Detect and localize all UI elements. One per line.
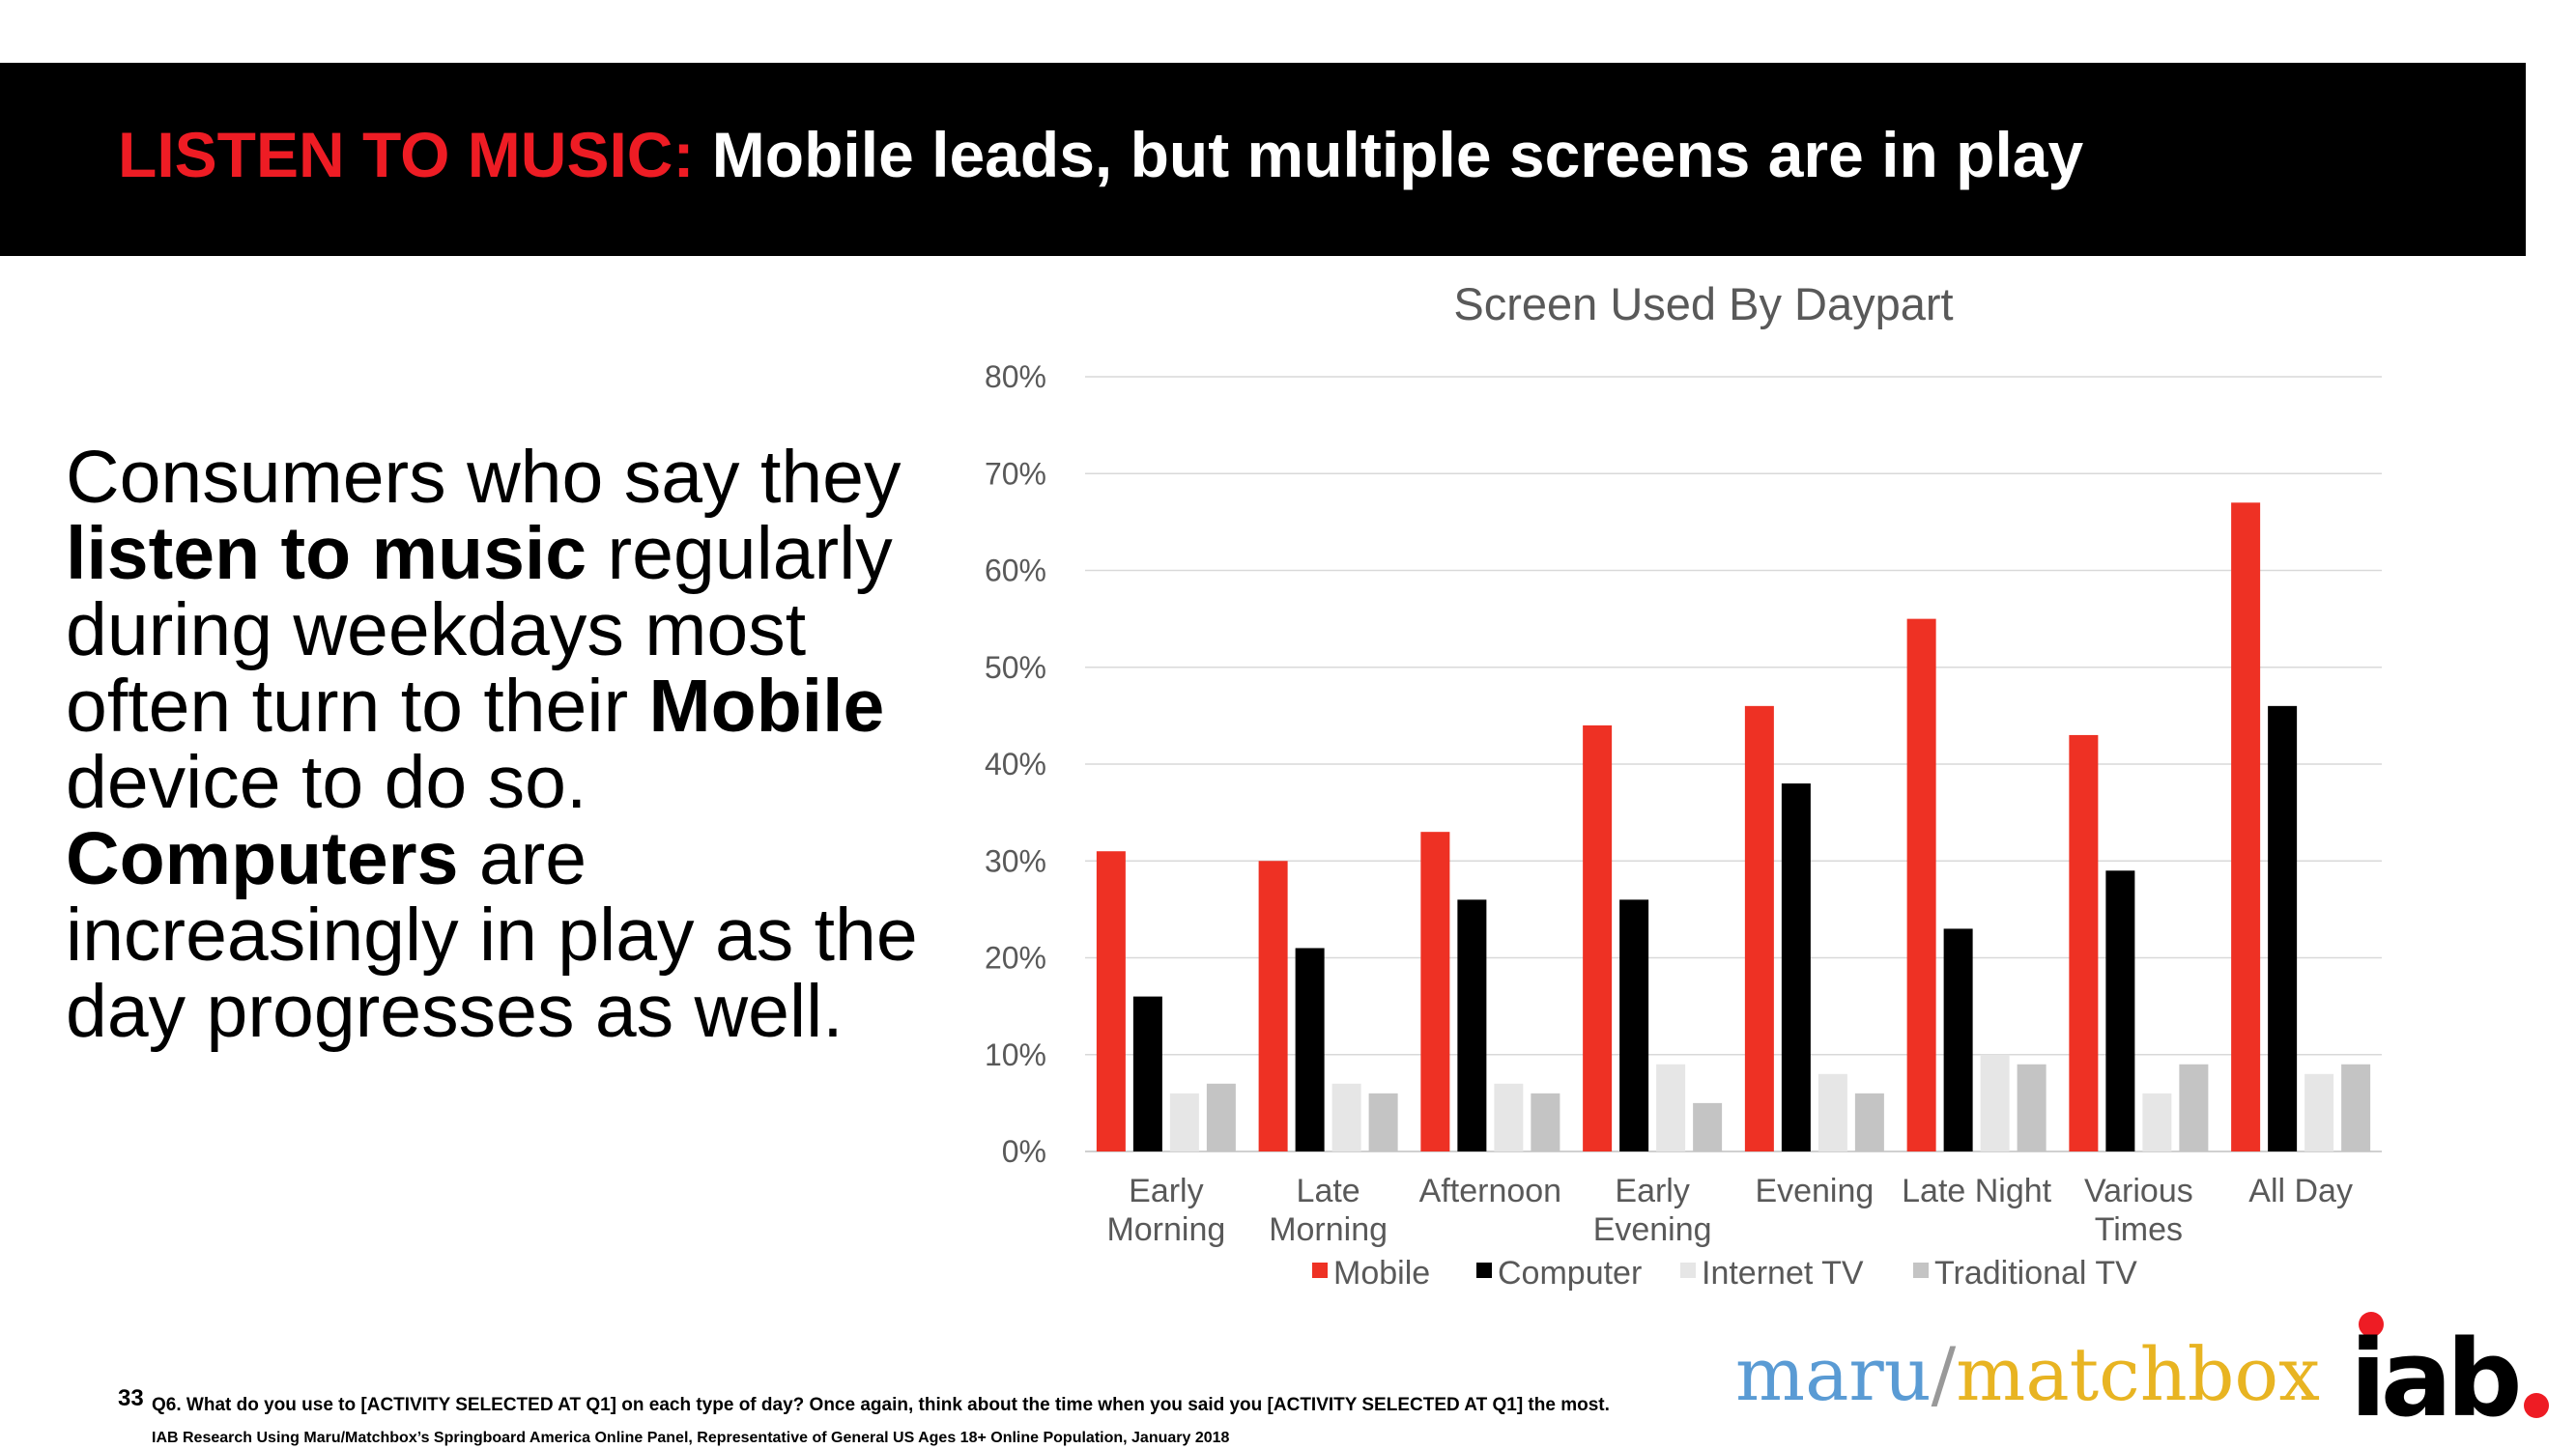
maru-logo-text: maru — [1735, 1331, 1932, 1417]
legend-label: Mobile — [1333, 1255, 1430, 1292]
x-tick-label-line: Late Night — [1902, 1173, 2052, 1209]
bar — [2231, 502, 2261, 1151]
x-tick-label-line: Times — [2095, 1211, 2183, 1248]
bar — [1295, 948, 1325, 1151]
x-tick-label: Afternoon — [1419, 1173, 1561, 1209]
bar — [1656, 1064, 1686, 1151]
footnote-source: IAB Research Using Maru/Matchbox’s Sprin… — [152, 1430, 1230, 1446]
bar — [1818, 1073, 1847, 1151]
bar — [1583, 724, 1613, 1151]
x-tick-label-line: Afternoon — [1419, 1173, 1561, 1209]
legend-label: Internet TV — [1702, 1255, 1864, 1292]
bar — [1744, 705, 1774, 1151]
legend-label: Computer — [1498, 1255, 1642, 1292]
iab-logo-text: iab — [2350, 1317, 2518, 1425]
bar — [1169, 1093, 1199, 1151]
page-number: 33 — [118, 1385, 144, 1411]
x-tick-label: Various Times — [2084, 1173, 2193, 1248]
bar — [1619, 899, 1649, 1151]
iab-logo-dot — [2524, 1393, 2549, 1418]
bar — [2017, 1064, 2046, 1151]
x-tick-label-line: Evening — [1755, 1173, 1874, 1209]
x-tick-label: Early Morning — [1106, 1173, 1225, 1248]
bar-chart: Screen Used By Daypart 0% 10% 20% 30% 40% 50%… — [985, 278, 2382, 1292]
page-title-text: Mobile leads, but multiple screens are i… — [711, 119, 2084, 190]
y-tick-label: 80% — [985, 359, 1046, 394]
legend-swatch — [1913, 1263, 1929, 1278]
x-tick-label-line: Morning — [1269, 1211, 1388, 1248]
bar — [2341, 1064, 2371, 1151]
bar — [1206, 1083, 1236, 1151]
legend-swatch — [1476, 1263, 1492, 1278]
bar — [1331, 1083, 1361, 1151]
y-tick-label: 30% — [985, 843, 1046, 878]
x-tick-label-line: All Day — [2248, 1173, 2353, 1209]
bar — [1943, 928, 1973, 1151]
body-text-bold-mobile: Mobile — [648, 665, 885, 748]
x-tick-label: All Day — [2248, 1173, 2353, 1209]
x-tick-label: Evening — [1755, 1173, 1874, 1209]
bar — [1368, 1093, 1398, 1151]
bar — [1457, 899, 1487, 1151]
y-tick-label: 40% — [985, 747, 1046, 781]
bar — [1781, 783, 1811, 1151]
x-tick-label-line: Morning — [1106, 1211, 1225, 1248]
body-text-bold-computers: Computers — [66, 817, 459, 900]
bar — [1980, 1054, 2010, 1151]
bar — [2304, 1073, 2334, 1151]
bar — [1854, 1093, 1884, 1151]
bar — [1906, 618, 1936, 1151]
matchbox-logo-text: matchbox — [1956, 1331, 2320, 1417]
x-tick-label-line: Early — [1615, 1173, 1689, 1209]
page-title-highlight: LISTEN TO MUSIC: — [118, 119, 695, 190]
y-tick-label: 10% — [985, 1037, 1046, 1072]
body-text-part-3: device to do so. — [66, 741, 587, 824]
bar — [1420, 832, 1450, 1151]
legend-swatch — [1312, 1263, 1328, 1278]
iab-logo: iab — [2350, 1312, 2549, 1425]
maru-logo-slash: / — [1931, 1331, 1957, 1417]
body-text-part-1: Consumers who say they — [66, 436, 902, 519]
maru-matchbox-logo: maru/matchbox — [1735, 1338, 2320, 1411]
bar — [2069, 734, 2099, 1151]
x-tick-label-line: Late — [1297, 1173, 1360, 1209]
bar — [2179, 1064, 2209, 1151]
bar — [1693, 1102, 1723, 1151]
x-tick-label-line: Evening — [1593, 1211, 1712, 1248]
body-paragraph: Consumers who say they listen to music r… — [66, 440, 964, 1050]
y-tick-label: 60% — [985, 554, 1046, 588]
body-text-part-4: are increasingly in play as the day prog… — [66, 817, 918, 1053]
body-text-bold-listen: listen to music — [66, 512, 587, 595]
page-title: LISTEN TO MUSIC: Mobile leads, but multi… — [118, 123, 2083, 186]
y-tick-label: 20% — [985, 941, 1046, 976]
header-banner: LISTEN TO MUSIC: Mobile leads, but multi… — [0, 63, 2526, 256]
x-tick-label: Late Night — [1902, 1173, 2052, 1209]
footnote-question: Q6. What do you use to [ACTIVITY SELECTE… — [152, 1395, 1610, 1415]
y-tick-label: 50% — [985, 650, 1046, 685]
bar — [1132, 996, 1162, 1151]
bar — [2142, 1093, 2172, 1151]
body-text-part-2: regularly during weekdays most often tur… — [66, 512, 893, 748]
y-tick-label: 0% — [1002, 1134, 1046, 1169]
x-tick-label-line: Various — [2084, 1173, 2193, 1209]
bar — [2105, 870, 2135, 1151]
legend-label: Traditional TV — [1934, 1255, 2137, 1292]
bar — [1096, 851, 1126, 1151]
chart-title: Screen Used By Daypart — [1453, 278, 1953, 329]
x-tick-label-line: Early — [1129, 1173, 1203, 1209]
bar — [1494, 1083, 1524, 1151]
x-tick-label: Late Morning — [1269, 1173, 1388, 1248]
iab-logo-dot-top — [2359, 1312, 2384, 1337]
bar — [2268, 705, 2298, 1151]
bar — [1531, 1093, 1560, 1151]
legend-swatch — [1680, 1263, 1696, 1278]
x-tick-label: Early Evening — [1593, 1173, 1712, 1248]
bar — [1258, 861, 1288, 1151]
y-tick-label: 70% — [985, 456, 1046, 491]
